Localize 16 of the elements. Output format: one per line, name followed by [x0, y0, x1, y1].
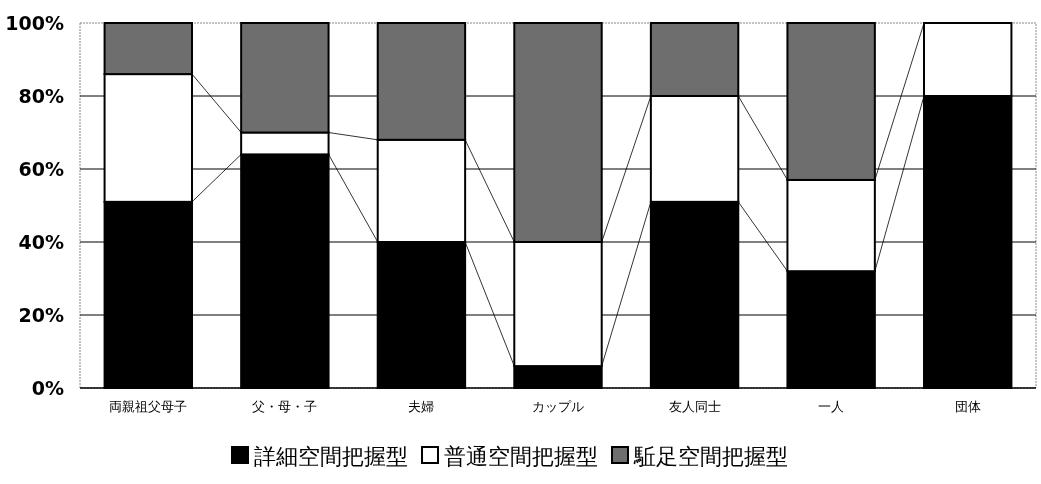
x-tick-label: 友人同士 [668, 399, 721, 414]
y-tick-label: 80% [18, 85, 64, 107]
legend-label: 駈足空間把握型 [633, 444, 788, 469]
y-tick-label: 60% [18, 158, 64, 180]
legend-label: 詳細空間把握型 [254, 444, 408, 469]
y-tick-label: 20% [18, 304, 64, 326]
y-tick-label: 40% [18, 231, 64, 253]
x-tick-label: 一人 [818, 399, 845, 414]
y-tick-label: 100% [5, 12, 64, 34]
y-tick-label: 0% [31, 377, 64, 399]
x-tick-label: 団体 [954, 399, 981, 414]
x-tick-label: 夫婦 [408, 399, 435, 414]
legend-label: 普通空間把握型 [444, 444, 598, 469]
x-tick-label: 両親祖父母子 [109, 399, 188, 414]
x-tick-label: カップル [532, 399, 584, 414]
x-tick-label: 父・母・子 [252, 399, 318, 414]
